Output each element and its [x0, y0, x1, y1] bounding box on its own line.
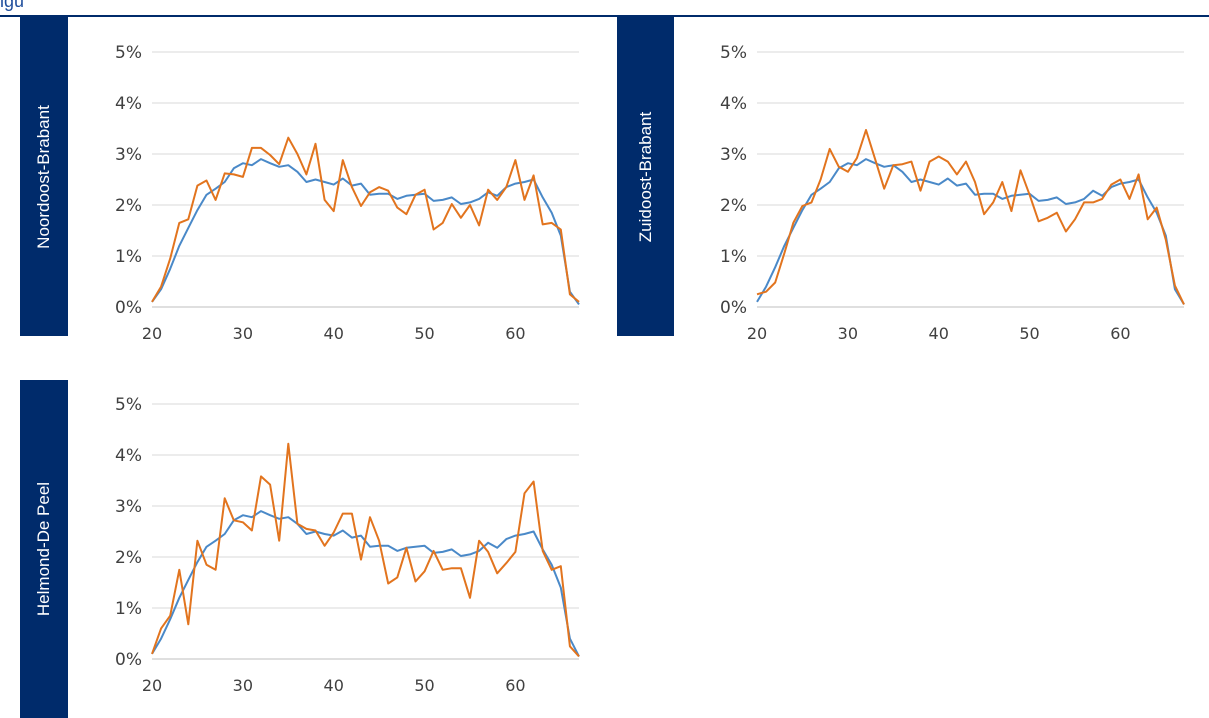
- y-tick-label: 5%: [115, 43, 142, 63]
- y-tick-label: 3%: [115, 497, 142, 517]
- y-tick-label: 1%: [115, 599, 142, 619]
- x-tick-label: 30: [233, 324, 253, 343]
- series-line-0: [756, 158, 1185, 305]
- series-line-1: [151, 442, 580, 658]
- x-tick-label: 40: [324, 676, 344, 695]
- x-tick-label: 40: [324, 324, 344, 343]
- y-tick-label: 0%: [115, 298, 142, 318]
- y-tick-label: 4%: [720, 94, 747, 114]
- x-tick-label: 50: [414, 324, 434, 343]
- y-tick-label: 3%: [115, 145, 142, 165]
- series-line-0: [151, 158, 580, 305]
- panel-label-noordoost: Noordoost-Brabant: [34, 104, 53, 249]
- chart-zuidoost: 0% 1% 2% 3% 4% 5% 20 30 40 50 60: [720, 43, 1185, 343]
- y-tick-label: 5%: [720, 43, 747, 63]
- x-tick-label: 40: [929, 324, 949, 343]
- x-tick-label: 20: [142, 324, 162, 343]
- x-tick-label: 60: [505, 324, 525, 343]
- y-tick-label: 1%: [720, 247, 747, 267]
- y-tick-label: 1%: [115, 247, 142, 267]
- y-tick-label: 2%: [115, 548, 142, 568]
- panel-band-2: Helmond-De Peel: [20, 380, 68, 718]
- x-tick-label: 20: [142, 676, 162, 695]
- panel-band-0: Noordoost-Brabant: [20, 17, 68, 336]
- chart-noordoost: 0% 1% 2% 3% 4% 5% 20 30 40 50 60: [115, 43, 580, 343]
- y-tick-label: 5%: [115, 395, 142, 415]
- figure-header: igu: [0, 0, 1209, 17]
- y-tick-label: 0%: [115, 650, 142, 670]
- series-line-1: [151, 136, 580, 303]
- y-tick-label: 3%: [720, 145, 747, 165]
- y-tick-label: 2%: [720, 196, 747, 216]
- y-tick-label: 2%: [115, 196, 142, 216]
- x-tick-label: 50: [1019, 324, 1039, 343]
- panel-band-1: Zuidoost-Brabant: [617, 17, 674, 336]
- x-tick-label: 30: [838, 324, 858, 343]
- series-line-0: [151, 510, 580, 657]
- chart-helmond: 0% 1% 2% 3% 4% 5% 20 30 40 50 60: [115, 395, 580, 695]
- header-rule: [0, 15, 1209, 17]
- panel-label-zuidoost: Zuidoost-Brabant: [635, 111, 655, 242]
- panel-label-helmond: Helmond-De Peel: [34, 481, 53, 617]
- x-tick-label: 50: [414, 676, 434, 695]
- series-line-1: [756, 129, 1185, 305]
- x-tick-label: 60: [1110, 324, 1130, 343]
- y-tick-label: 0%: [720, 298, 747, 318]
- x-tick-label: 60: [505, 676, 525, 695]
- y-tick-label: 4%: [115, 94, 142, 114]
- figure-caption: igu: [0, 0, 25, 11]
- x-tick-label: 20: [747, 324, 767, 343]
- x-tick-label: 30: [233, 676, 253, 695]
- y-tick-label: 4%: [115, 446, 142, 466]
